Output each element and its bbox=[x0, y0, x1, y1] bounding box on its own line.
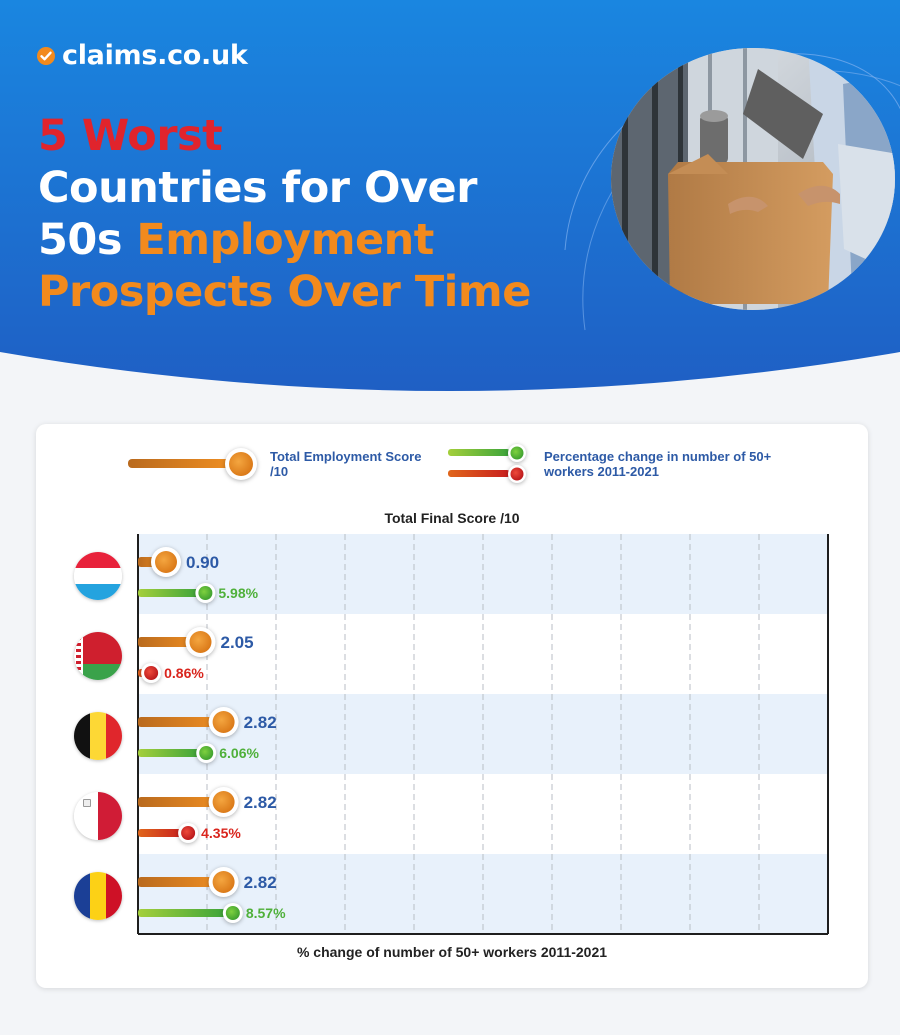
change-marker bbox=[225, 906, 240, 920]
score-marker bbox=[189, 631, 212, 653]
change-value-label: 8.57% bbox=[246, 905, 286, 921]
legend-negative-marker bbox=[510, 467, 524, 481]
positive-change-bar bbox=[138, 589, 202, 597]
brand-name: claims.co.uk bbox=[62, 40, 248, 71]
change-value-label: 4.35% bbox=[201, 825, 241, 841]
legend bbox=[128, 444, 526, 483]
chart: 0.905.98%2.050.86%2.826.06%2.824.35%2.82… bbox=[128, 444, 829, 935]
check-badge-icon bbox=[37, 46, 55, 65]
score-value-label: 2.82 bbox=[244, 793, 277, 812]
change-value-label: 5.98% bbox=[218, 585, 258, 601]
malta-flag-icon bbox=[74, 792, 122, 840]
worker-carrying-box-photo bbox=[611, 48, 895, 310]
title-line-2: Countries for Over bbox=[38, 163, 477, 213]
change-value-label: 6.06% bbox=[219, 745, 259, 761]
belgium-flag-icon bbox=[74, 712, 122, 760]
chart-card: 0.90 5.98% 2.05 0.86% 2.82 6.06% 2.82 4.35% 2.82… bbox=[36, 424, 868, 988]
legend-positive-bar bbox=[448, 449, 510, 456]
legend-positive-marker bbox=[510, 446, 524, 460]
score-bar bbox=[138, 877, 223, 887]
score-bar bbox=[138, 717, 223, 727]
title-line-3b: Employment bbox=[136, 215, 434, 265]
change-marker bbox=[181, 826, 196, 840]
score-marker bbox=[155, 551, 177, 573]
legend-change-label: Percentage change in number of 50+ worke… bbox=[544, 449, 772, 479]
change-marker bbox=[144, 666, 159, 680]
score-value-label: 2.82 bbox=[244, 713, 277, 732]
romania-flag-icon bbox=[74, 872, 122, 920]
score-value-label: 0.90 bbox=[186, 553, 219, 572]
chart-title: Total Final Score /10 bbox=[384, 510, 520, 526]
legend-score-bar bbox=[128, 459, 234, 468]
positive-change-bar bbox=[138, 749, 203, 757]
legend-score-label: Total Employment Score /10 bbox=[270, 449, 422, 479]
title-line-1: 5 Worst bbox=[38, 111, 223, 161]
x-axis-label: % change of number of 50+ workers 2011-2… bbox=[296, 944, 608, 960]
score-marker bbox=[212, 871, 235, 893]
page-title: 5 Worst Countries for Over 50s Employmen… bbox=[38, 110, 618, 318]
score-marker bbox=[212, 711, 235, 733]
score-bar bbox=[138, 797, 223, 807]
legend-score-marker bbox=[229, 452, 253, 476]
brand-logo[interactable]: claims.co.uk bbox=[36, 40, 248, 71]
header-banner: claims.co.uk 5 Worst Countries for Over … bbox=[0, 0, 900, 400]
title-line-3a: 50s bbox=[38, 215, 122, 265]
score-value-label: 2.05 bbox=[221, 633, 254, 652]
negative-change-bar bbox=[138, 829, 185, 837]
positive-change-bar bbox=[138, 909, 229, 917]
score-value-label: 2.82 bbox=[244, 873, 277, 892]
score-marker bbox=[212, 791, 235, 813]
luxembourg-flag-icon bbox=[74, 552, 122, 600]
change-marker bbox=[198, 586, 213, 600]
legend-negative-bar bbox=[448, 470, 510, 477]
score-bar bbox=[138, 637, 200, 647]
change-marker bbox=[199, 746, 214, 760]
title-line-4: Prospects Over Time bbox=[38, 267, 531, 317]
belarus-flag-icon bbox=[74, 632, 122, 680]
change-value-label: 0.86% bbox=[164, 665, 204, 681]
